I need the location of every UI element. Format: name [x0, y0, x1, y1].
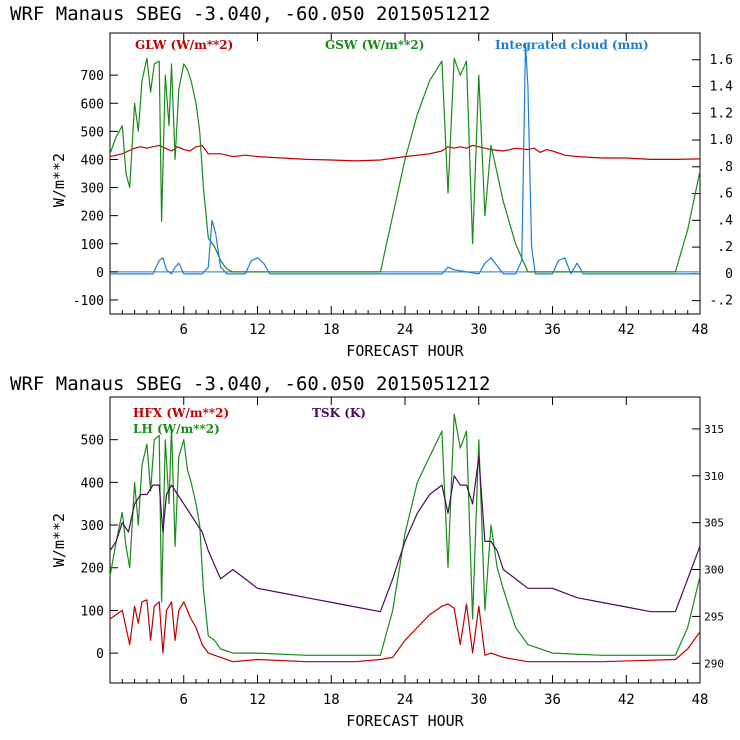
p2-x-tick-label: 24	[397, 692, 414, 708]
p1-series-line-integrated	[110, 43, 700, 275]
p1-x-tick-label: 36	[544, 322, 561, 338]
p1-legend-glw: GLW (W/m**2)	[135, 38, 233, 52]
p2-y2-tick-label: 295	[704, 610, 724, 623]
p1-x-tick-label: 42	[618, 322, 635, 338]
p2-x-axis-label: FORECAST HOUR	[346, 712, 464, 730]
p1-y-tick-label: 400	[81, 153, 104, 168]
p1-x-tick-label: 48	[692, 322, 709, 338]
p1-x-axis-label: FORECAST HOUR	[346, 342, 464, 360]
p1-y-tick-label: 700	[81, 69, 104, 84]
p1-y-tick-label: 300	[81, 182, 104, 197]
p1-chart-title: WRF Manaus SBEG -3.040, -60.050 20150512…	[10, 3, 490, 25]
p1-y2-tick-label: .6	[717, 187, 733, 202]
p2-y2-tick-label: 300	[704, 564, 724, 577]
p1-series-line-glw	[109, 144, 701, 162]
p1-y2-tick-label: 1.6	[710, 53, 733, 68]
p1-x-tick-label: 6	[180, 322, 188, 338]
p2-x-tick-label: 18	[323, 692, 340, 708]
p1-legend-integrated: Integrated cloud (mm)	[495, 38, 649, 52]
p1-y-tick-label: 0	[96, 266, 104, 281]
p1-y2-tick-label: .2	[717, 240, 733, 255]
p2-y-tick-label: 100	[81, 604, 104, 619]
p1-y2-tick-label: 1.2	[710, 106, 733, 121]
p2-x-tick-label: 30	[470, 692, 487, 708]
p2-series-line-tsk	[109, 456, 701, 613]
p2-y-tick-label: 500	[81, 434, 104, 449]
p2-legend-tsk: TSK (K)	[312, 406, 366, 420]
p2-y2-tick-label: 290	[704, 657, 724, 670]
p2-series-line-lh	[109, 413, 701, 656]
p1-y-tick-label: -100	[73, 294, 104, 309]
p2-y-tick-label: 400	[81, 476, 104, 491]
p2-x-tick-label: 42	[618, 692, 635, 708]
p1-y-tick-label: 200	[81, 210, 104, 225]
p1-y-tick-label: 500	[81, 125, 104, 140]
p2-y-tick-label: 300	[81, 519, 104, 534]
p1-y2-tick-label: .4	[717, 213, 733, 228]
p1-y-axis-label: W/m**2	[50, 153, 68, 207]
p2-y2-tick-label: 305	[704, 517, 724, 530]
p2-chart-title: WRF Manaus SBEG -3.040, -60.050 20150512…	[10, 373, 490, 395]
p2-y-axis-label: W/m**2	[50, 513, 68, 567]
p1-x-tick-label: 24	[397, 322, 414, 338]
p1-y2-tick-label: -.2	[710, 294, 733, 309]
p2-x-tick-label: 6	[180, 692, 188, 708]
p1-y2-tick-label: .8	[717, 160, 733, 175]
p1-x-tick-label: 18	[323, 322, 340, 338]
p1-x-tick-label: 30	[470, 322, 487, 338]
p2-legend-lh: LH (W/m**2)	[133, 422, 220, 436]
p2-y-tick-label: 200	[81, 562, 104, 577]
p2-x-tick-label: 12	[249, 692, 266, 708]
p1-x-tick-label: 12	[249, 322, 266, 338]
p1-y2-tick-label: 0	[725, 267, 733, 282]
p2-y-tick-label: 0	[96, 647, 104, 662]
p1-series-line-gsw	[109, 57, 701, 273]
p1-y2-tick-label: 1.4	[710, 80, 734, 95]
p1-y-tick-label: 600	[81, 97, 104, 112]
p2-y2-tick-label: 310	[704, 470, 724, 483]
p2-x-tick-label: 48	[692, 692, 709, 708]
p1-y-tick-label: 100	[81, 238, 104, 253]
p1-y2-tick-label: 1.0	[710, 133, 733, 148]
p2-y2-tick-label: 315	[704, 423, 724, 436]
p1-legend-gsw: GSW (W/m**2)	[325, 38, 424, 52]
p2-series-line-hfx	[109, 599, 701, 663]
p2-legend-hfx: HFX (W/m**2)	[133, 406, 229, 420]
p2-x-tick-label: 36	[544, 692, 561, 708]
